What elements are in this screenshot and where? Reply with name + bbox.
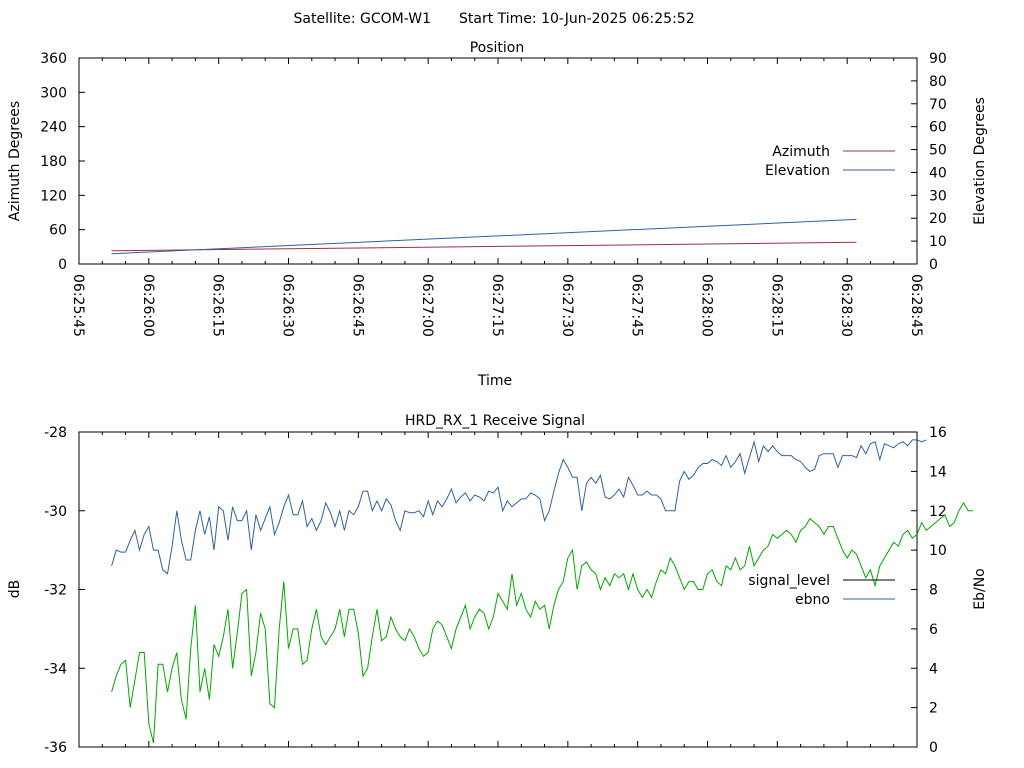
series-lower-line <box>111 501 973 744</box>
position-y-tick-label-5: 300 <box>40 85 67 101</box>
position-y2-tick-label-9: 90 <box>929 51 947 67</box>
position-y-tick-label-2: 120 <box>40 188 67 204</box>
position-y-label: Azimuth Degrees <box>7 101 23 221</box>
position-y2-tick-label-5: 50 <box>929 143 947 159</box>
signal-legend: signal_level ebno <box>748 573 895 608</box>
position-x-tick-label-12: 06:28:45 <box>908 274 924 337</box>
position-x-tick-label-7: 06:27:30 <box>559 274 575 337</box>
position-x-tick-label-4: 06:26:45 <box>349 274 365 337</box>
signal-y-label: dB <box>7 580 23 599</box>
signal-y2-tick-label-5: 10 <box>929 543 947 559</box>
header-satellite-label: Satellite: GCOM-W1 <box>294 11 431 27</box>
position-y2-tick-label-0: 0 <box>929 257 938 273</box>
position-x-tick-label-1: 06:26:00 <box>140 274 156 337</box>
signal-y2-tick-label-2: 4 <box>929 661 938 677</box>
position-x-tick-label-2: 06:26:15 <box>210 274 226 337</box>
legend-signal-level-label: signal_level <box>748 573 830 589</box>
position-y-tick-label-4: 240 <box>40 120 67 136</box>
position-y-tick-label-1: 60 <box>49 223 67 239</box>
position-chart: Position Azimuth Degrees Elevation Degre… <box>7 40 988 389</box>
signal-y2-tick-label-0: 0 <box>929 740 938 756</box>
signal-y2-tick-label-3: 6 <box>929 622 938 638</box>
header-start-time-label: Start Time: 10-Jun-2025 06:25:52 <box>459 11 695 27</box>
series-upper-line <box>111 439 927 575</box>
signal-y-tick-label-3: -30 <box>44 504 67 520</box>
position-x-tick-label-5: 06:27:00 <box>419 274 435 337</box>
position-x-tick-label-10: 06:28:15 <box>768 274 784 337</box>
signal-plot-frame <box>78 431 918 748</box>
position-x-tick-label-0: 06:25:45 <box>70 274 86 337</box>
position-x-label: Time <box>477 373 512 389</box>
position-x-tick-label-6: 06:27:15 <box>489 274 505 337</box>
position-y2-tick-label-4: 40 <box>929 165 947 181</box>
position-y2-tick-label-3: 30 <box>929 188 947 204</box>
signal-y-tick-label-1: -34 <box>44 661 67 677</box>
signal-y2-tick-label-4: 8 <box>929 583 938 599</box>
position-y2-tick-label-8: 80 <box>929 74 947 90</box>
signal-y-tick-label-0: -36 <box>44 740 67 756</box>
position-x-tick-label-8: 06:27:45 <box>629 274 645 337</box>
signal-y2-tick-label-8: 16 <box>929 425 947 441</box>
position-y-tick-label-0: 0 <box>58 257 67 273</box>
position-x-tick-label-11: 06:28:30 <box>838 274 854 337</box>
signal-y2-label: Eb/No <box>972 568 988 610</box>
series-azimuth-line <box>111 241 857 252</box>
position-y-tick-label-3: 180 <box>40 154 67 170</box>
legend-elevation-label: Elevation <box>765 163 830 179</box>
position-y2-tick-label-2: 20 <box>929 211 947 227</box>
position-y-tick-label-6: 360 <box>40 51 67 67</box>
series-elevation-line <box>111 218 857 255</box>
receive-signal-chart-title: HRD_RX_1 Receive Signal <box>405 413 585 429</box>
signal-y2-tick-label-6: 12 <box>929 504 947 520</box>
signal-y2-tick-label-7: 14 <box>929 464 947 480</box>
position-chart-title: Position <box>470 40 525 56</box>
position-y2-tick-label-6: 60 <box>929 120 947 136</box>
position-x-tick-label-9: 06:28:00 <box>699 274 715 337</box>
position-y2-tick-label-7: 70 <box>929 97 947 113</box>
position-x-tick-label-3: 06:26:30 <box>280 274 296 337</box>
legend-ebno-label: ebno <box>795 592 830 608</box>
position-legend: Azimuth Elevation <box>765 144 895 179</box>
signal-y-tick-label-2: -32 <box>44 583 67 599</box>
position-y2-tick-label-1: 10 <box>929 234 947 250</box>
signal-y2-tick-label-1: 2 <box>929 701 938 717</box>
position-y2-label: Elevation Degrees <box>972 97 988 225</box>
legend-azimuth-label: Azimuth <box>772 144 830 160</box>
signal-y-tick-label-4: -28 <box>44 425 67 441</box>
position-plot-frame <box>78 57 918 265</box>
receive-signal-chart: HRD_RX_1 Receive Signal dB Eb/No -36 -34 -… <box>7 413 988 756</box>
